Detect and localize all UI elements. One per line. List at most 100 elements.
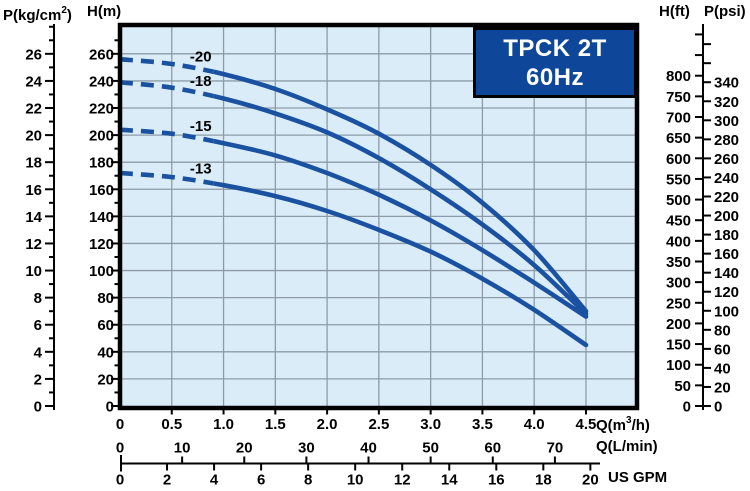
svg-text:300: 300: [714, 113, 739, 130]
svg-text:4.5: 4.5: [576, 416, 597, 433]
svg-text:550: 550: [666, 171, 691, 188]
svg-text:80: 80: [97, 290, 114, 307]
svg-text:450: 450: [666, 213, 691, 230]
svg-text:40: 40: [360, 440, 377, 457]
svg-text:0: 0: [116, 440, 124, 457]
svg-text:220: 220: [714, 189, 739, 206]
svg-text:60: 60: [484, 440, 501, 457]
svg-text:8: 8: [304, 472, 312, 489]
svg-text:2: 2: [34, 371, 42, 388]
axis-q-lmin: 0 10 20 30 40 50 60 70: [116, 440, 563, 457]
pump-curve-solid--18: [213, 93, 589, 317]
svg-text:3.5: 3.5: [472, 416, 493, 433]
axis-title-p-kgcm2-text: P(kg/cm: [3, 7, 62, 24]
svg-text:16: 16: [25, 182, 42, 199]
axis-title-q-lmin: Q(L/min): [596, 438, 658, 455]
svg-text:0: 0: [683, 399, 691, 416]
axis-q-m3h: 0 0.5 1.0 1.5 2.0 2.5 3.0 3.5 4.0 4.5: [116, 409, 597, 433]
svg-text:350: 350: [666, 254, 691, 271]
svg-text:40: 40: [97, 344, 114, 361]
svg-text:20: 20: [714, 379, 731, 396]
axis-right-ladder: 0501001502002503003504004505005506006507…: [666, 24, 739, 416]
svg-text:12: 12: [25, 236, 42, 253]
svg-text:100: 100: [89, 263, 114, 280]
axis-title-q-m3h: Q(m3/h): [596, 414, 650, 434]
svg-text:20: 20: [25, 128, 42, 145]
svg-text:1.0: 1.0: [213, 416, 234, 433]
svg-text:4.0: 4.0: [524, 416, 545, 433]
curve-label--18: -18: [190, 73, 212, 90]
pump-curve-solid--15: [213, 138, 589, 319]
svg-text:50: 50: [422, 440, 439, 457]
svg-text:18: 18: [25, 155, 42, 172]
axis-title-p-kgcm2: P(kg/cm2): [3, 4, 72, 24]
svg-text:22: 22: [25, 101, 42, 118]
svg-text:4: 4: [210, 472, 219, 489]
axis-title-q-m3h-close: /h): [631, 417, 650, 434]
svg-text:1.5: 1.5: [265, 416, 286, 433]
axis-us-gpm: 0 2 4 6 8 10 12 14 16 18 20: [116, 455, 600, 489]
svg-text:0: 0: [714, 399, 722, 416]
svg-text:60: 60: [97, 317, 114, 334]
svg-text:10: 10: [25, 263, 42, 280]
svg-text:4: 4: [34, 344, 43, 361]
svg-text:300: 300: [666, 275, 691, 292]
svg-text:14: 14: [25, 209, 42, 226]
svg-text:750: 750: [666, 89, 691, 106]
axis-title-p-psi: P(psi): [704, 3, 746, 20]
svg-text:100: 100: [714, 303, 739, 320]
svg-text:260: 260: [714, 151, 739, 168]
svg-text:20: 20: [97, 371, 114, 388]
svg-text:240: 240: [714, 170, 739, 187]
svg-text:160: 160: [714, 246, 739, 263]
svg-text:200: 200: [666, 316, 691, 333]
svg-text:2: 2: [163, 472, 171, 489]
axis-title-h-m: H(m): [87, 3, 122, 20]
svg-text:500: 500: [666, 192, 691, 209]
pump-curve-solid--20: [213, 69, 589, 314]
svg-text:8: 8: [34, 290, 42, 307]
curve-label--13: -13: [190, 161, 212, 178]
svg-text:2.5: 2.5: [368, 416, 389, 433]
svg-text:3.0: 3.0: [420, 416, 441, 433]
svg-text:800: 800: [666, 68, 691, 85]
svg-text:10: 10: [174, 440, 191, 457]
svg-text:0: 0: [116, 472, 124, 489]
axis-title-q-m3h-sup: 3: [626, 415, 632, 426]
svg-text:250: 250: [666, 295, 691, 312]
svg-text:140: 140: [89, 209, 114, 226]
svg-text:70: 70: [547, 440, 564, 457]
svg-text:240: 240: [89, 73, 114, 90]
svg-text:14: 14: [441, 472, 458, 489]
svg-text:280: 280: [714, 132, 739, 149]
svg-text:60: 60: [714, 341, 731, 358]
svg-text:120: 120: [89, 236, 114, 253]
curve-labels: -20 -18 -15 -13: [190, 49, 212, 178]
svg-text:340: 340: [714, 75, 739, 92]
svg-text:120: 120: [714, 284, 739, 301]
svg-text:18: 18: [535, 472, 552, 489]
svg-text:400: 400: [666, 233, 691, 250]
svg-text:260: 260: [89, 46, 114, 63]
svg-text:0: 0: [106, 399, 114, 416]
svg-text:2.0: 2.0: [317, 416, 338, 433]
svg-text:0: 0: [34, 399, 42, 416]
svg-text:30: 30: [298, 440, 315, 457]
svg-text:40: 40: [714, 360, 731, 377]
axis-title-p-kgcm2-close: ): [66, 7, 72, 24]
title-line2: 60Hz: [525, 63, 585, 91]
svg-text:6: 6: [34, 317, 42, 334]
svg-text:320: 320: [714, 94, 739, 111]
svg-text:16: 16: [488, 472, 505, 489]
axis-title-p-kgcm2-sup: 2: [61, 5, 67, 16]
axis-title-q-m3h-text: Q(m: [596, 417, 626, 434]
plot-border: [117, 22, 640, 411]
axis-title-h-ft: H(ft): [659, 3, 690, 20]
svg-text:12: 12: [394, 472, 411, 489]
svg-text:20: 20: [582, 472, 599, 489]
svg-text:20: 20: [236, 440, 253, 457]
svg-text:200: 200: [714, 208, 739, 225]
svg-text:50: 50: [674, 378, 691, 395]
